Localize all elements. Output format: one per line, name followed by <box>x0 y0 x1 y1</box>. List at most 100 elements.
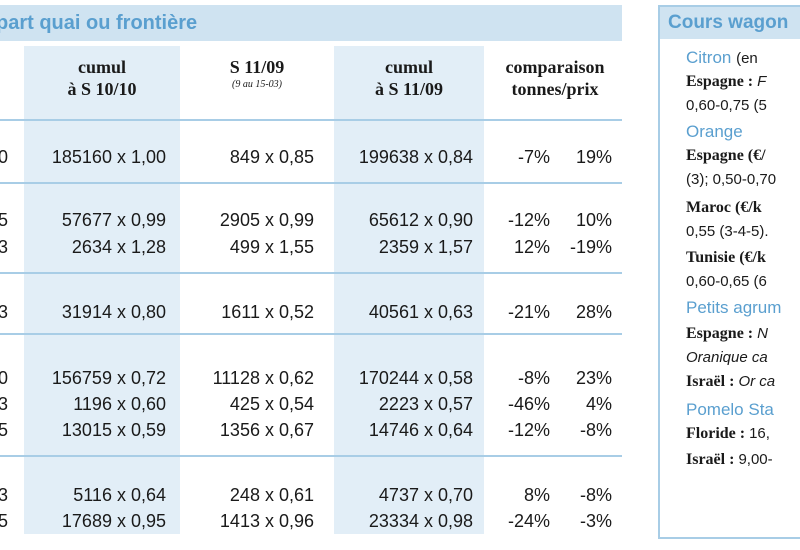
cours-wagon-text: 16, <box>749 425 770 442</box>
table-row: 5 17689 x 0,95 1413 x 0,96 23334 x 0,98 … <box>0 509 622 533</box>
cours-wagon-line: Pomelo Sta <box>686 399 774 422</box>
cours-wagon-text: Petits agrum <box>686 298 782 317</box>
cours-wagon-text: (3); 0,50-0,70 <box>686 171 777 188</box>
cours-wagon-line: Tunisie (€/k <box>686 247 766 269</box>
cell-week: 1611 x 0,52 <box>221 302 314 322</box>
column-header-line2: à S 10/10 <box>67 79 137 99</box>
cours-wagon-line: Israël : Or ca <box>686 371 775 393</box>
cours-wagon-text: Pomelo Sta <box>686 400 774 419</box>
cell-compare-tonnes: -12% <box>507 420 550 440</box>
cell-cumul-1010: 17689 x 0,95 <box>61 511 166 531</box>
row-edge-digit: 3 <box>0 485 9 505</box>
cours-wagon-text: Tunisie <box>686 249 740 266</box>
cours-wagon-text: Orange <box>686 122 743 141</box>
row-edge-digit: 0 <box>0 147 9 167</box>
column-header-line1: cumul <box>384 57 433 77</box>
row-edge-digit: 0 <box>0 368 9 388</box>
column-header-comparaison: comparaison tonnes/prix <box>488 56 622 100</box>
cell-compare-prix: -8% <box>579 485 612 505</box>
table-row: 5 13015 x 0,59 1356 x 0,67 14746 x 0,64 … <box>0 418 622 442</box>
cours-wagon-text: 0,55 (3-4-5). <box>686 223 769 240</box>
cours-wagon-text: (€/k <box>739 249 766 266</box>
row-divider <box>0 333 622 335</box>
table-section-header: part quai ou frontière <box>0 5 622 41</box>
cell-cumul-1010: 5116 x 0,64 <box>73 485 166 505</box>
cell-compare-tonnes: -46% <box>507 394 550 414</box>
column-header-line1: S 11/09 <box>229 57 285 77</box>
cell-week: 499 x 1,55 <box>229 237 314 257</box>
cours-wagon-line: Petits agrum <box>686 297 781 320</box>
cell-cumul-1010: 57677 x 0,99 <box>61 210 166 230</box>
column-header-cumul-1109: cumul à S 11/09 <box>334 56 484 100</box>
row-edge-digit: 3 <box>0 394 9 414</box>
cell-compare-tonnes: -24% <box>507 511 550 531</box>
table-row: 5 57677 x 0,99 2905 x 0,99 65612 x 0,90 … <box>0 208 622 232</box>
cell-compare-tonnes: -8% <box>517 368 550 388</box>
cell-cumul-1010: 1196 x 0,60 <box>73 394 166 414</box>
cell-compare-prix: -3% <box>579 511 612 531</box>
table-row: 3 2634 x 1,28 499 x 1,55 2359 x 1,57 12%… <box>0 235 622 259</box>
cours-wagon-line: 0,60-0,75 (5 <box>686 95 767 117</box>
cours-wagon-line: Espagne : N <box>686 323 768 345</box>
cell-compare-prix: 19% <box>575 147 612 167</box>
cell-cumul-1109: 170244 x 0,58 <box>358 368 473 388</box>
cours-wagon-line: Israël : 9,00- <box>686 449 773 471</box>
cell-cumul-1109: 65612 x 0,90 <box>368 210 473 230</box>
row-divider <box>0 272 622 274</box>
cours-wagon-text: Espagne <box>686 147 748 164</box>
cours-wagon-text: Israël : <box>686 451 739 468</box>
column-header-line1: cumul <box>77 57 126 77</box>
cours-wagon-text: Maroc <box>686 199 736 216</box>
cours-wagon-line: Orange <box>686 121 743 144</box>
table-row: 3 5116 x 0,64 248 x 0,61 4737 x 0,70 8% … <box>0 483 622 507</box>
cours-wagon-text: (€/k <box>735 199 762 216</box>
cours-wagon-text: Citron <box>686 48 737 67</box>
cell-compare-tonnes: -7% <box>517 147 550 167</box>
column-header-cumul-1010: cumul à S 10/10 <box>24 56 180 100</box>
cours-wagon-text: Oranique ca <box>686 349 768 366</box>
shaded-column-cumul-1 <box>24 46 180 534</box>
cell-week: 11128 x 0,62 <box>212 368 314 388</box>
cell-cumul-1010: 2634 x 1,28 <box>71 237 166 257</box>
cours-wagon-line: Floride : 16, <box>686 423 770 445</box>
row-divider <box>0 182 622 184</box>
row-edge-digit: 3 <box>0 302 9 322</box>
cell-cumul-1010: 156759 x 0,72 <box>51 368 166 388</box>
cell-compare-prix: 23% <box>575 368 612 388</box>
column-header-line2: tonnes/prix <box>511 79 599 99</box>
column-header-line1: comparaison <box>505 57 605 77</box>
shaded-column-cumul-2 <box>334 46 484 534</box>
cours-wagon-line: Maroc (€/k <box>686 197 762 219</box>
cours-wagon-header: Cours wagon <box>660 7 800 39</box>
cell-cumul-1109: 4737 x 0,70 <box>378 485 473 505</box>
table-section-title: part quai ou frontière <box>0 12 198 34</box>
cours-wagon-line: 0,60-0,65 (6 <box>686 271 767 293</box>
cours-wagon-text: (€/ <box>747 147 766 164</box>
cell-compare-tonnes: 8% <box>523 485 550 505</box>
cours-wagon-text: Espagne : <box>686 73 758 90</box>
table-row: 0 156759 x 0,72 11128 x 0,62 170244 x 0,… <box>0 366 622 390</box>
cours-wagon-text: F <box>757 73 767 90</box>
table-row: 3 31914 x 0,80 1611 x 0,52 40561 x 0,63 … <box>0 300 622 324</box>
cours-wagon-text: Floride : <box>686 425 750 442</box>
row-edge-digit: 5 <box>0 210 9 230</box>
cours-wagon-text: N <box>757 325 768 342</box>
cell-cumul-1010: 31914 x 0,80 <box>61 302 166 322</box>
cours-wagon-line: (3); 0,50-0,70 <box>686 169 776 191</box>
cell-compare-prix: 10% <box>575 210 612 230</box>
row-edge-digit: 5 <box>0 420 9 440</box>
cell-compare-prix: 4% <box>585 394 612 414</box>
cell-cumul-1109: 2359 x 1,57 <box>378 237 473 257</box>
cours-wagon-line: 0,55 (3-4-5). <box>686 221 769 243</box>
row-divider <box>0 455 622 457</box>
cours-wagon-text: (en <box>736 50 758 67</box>
cell-week: 2905 x 0,99 <box>219 210 314 230</box>
cell-cumul-1010: 185160 x 1,00 <box>51 147 166 167</box>
row-divider <box>0 119 622 121</box>
cours-wagon-text: 0,60-0,75 (5 <box>686 97 767 114</box>
cours-wagon-text: 0,60-0,65 (6 <box>686 273 767 290</box>
cours-wagon-title: Cours wagon <box>668 12 789 33</box>
cell-compare-tonnes: -21% <box>507 302 550 322</box>
cours-wagon-text: Espagne : <box>686 325 758 342</box>
cell-cumul-1109: 2223 x 0,57 <box>378 394 473 414</box>
